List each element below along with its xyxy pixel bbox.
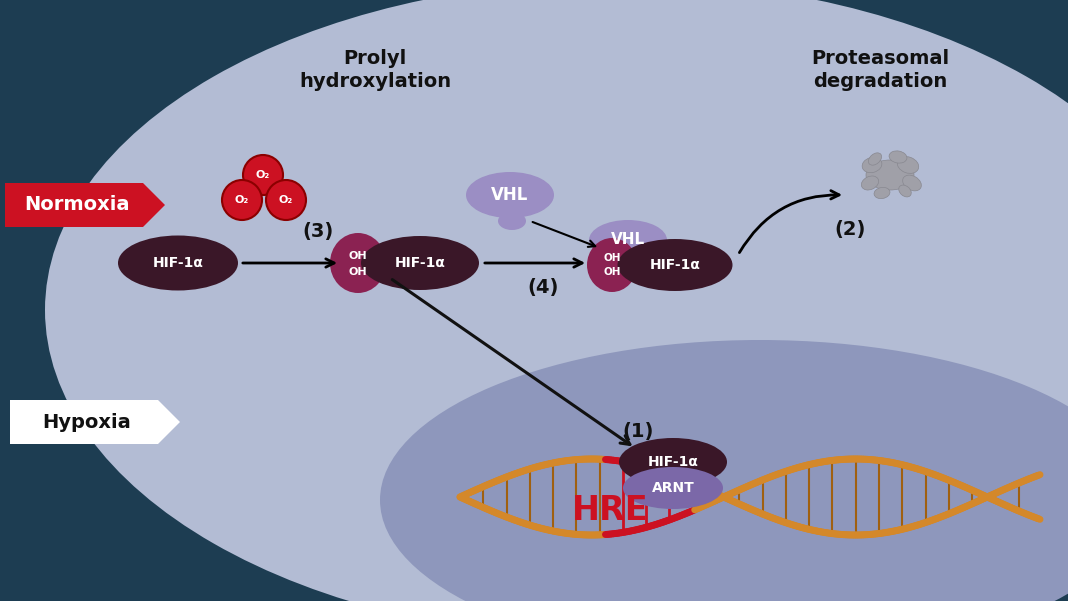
Text: HRE: HRE — [571, 493, 648, 526]
Circle shape — [244, 155, 283, 195]
Text: VHL: VHL — [491, 186, 529, 204]
Text: HIF-1α: HIF-1α — [649, 258, 701, 272]
Ellipse shape — [619, 438, 727, 486]
Text: OH: OH — [603, 253, 621, 263]
Text: OH: OH — [348, 251, 367, 261]
Ellipse shape — [588, 220, 668, 260]
Ellipse shape — [587, 238, 637, 292]
Text: O₂: O₂ — [256, 170, 270, 180]
Ellipse shape — [617, 239, 733, 291]
Polygon shape — [10, 400, 180, 444]
Ellipse shape — [498, 212, 527, 230]
Text: VHL: VHL — [611, 233, 645, 248]
Ellipse shape — [117, 236, 238, 290]
Text: O₂: O₂ — [235, 195, 249, 205]
Ellipse shape — [330, 233, 386, 293]
Ellipse shape — [862, 157, 882, 172]
Ellipse shape — [897, 157, 918, 174]
Ellipse shape — [380, 340, 1068, 601]
Text: Prolyl
hydroxylation: Prolyl hydroxylation — [299, 49, 451, 91]
Text: Normoxia: Normoxia — [25, 195, 129, 215]
Text: ARNT: ARNT — [651, 481, 694, 495]
Text: OH: OH — [603, 267, 621, 277]
Polygon shape — [5, 183, 164, 227]
Ellipse shape — [623, 467, 723, 509]
Text: HIF-1α: HIF-1α — [647, 455, 698, 469]
Ellipse shape — [899, 185, 911, 197]
Text: (1): (1) — [623, 423, 654, 442]
Circle shape — [266, 180, 307, 220]
Text: O₂: O₂ — [279, 195, 293, 205]
Text: Proteasomal
degradation: Proteasomal degradation — [811, 49, 949, 91]
Ellipse shape — [361, 236, 480, 290]
Ellipse shape — [466, 172, 554, 218]
Text: (3): (3) — [302, 222, 333, 242]
Text: HIF-1α: HIF-1α — [394, 256, 445, 270]
Circle shape — [222, 180, 262, 220]
Ellipse shape — [868, 153, 881, 165]
Text: (2): (2) — [834, 221, 866, 240]
Ellipse shape — [862, 176, 879, 190]
Ellipse shape — [45, 0, 1068, 601]
Ellipse shape — [874, 188, 890, 198]
Ellipse shape — [902, 175, 922, 191]
Ellipse shape — [889, 151, 907, 163]
Text: (4): (4) — [528, 278, 559, 297]
Ellipse shape — [866, 160, 914, 190]
Text: HIF-1α: HIF-1α — [153, 256, 203, 270]
Text: Hypoxia: Hypoxia — [43, 412, 131, 432]
Text: OH: OH — [348, 267, 367, 277]
